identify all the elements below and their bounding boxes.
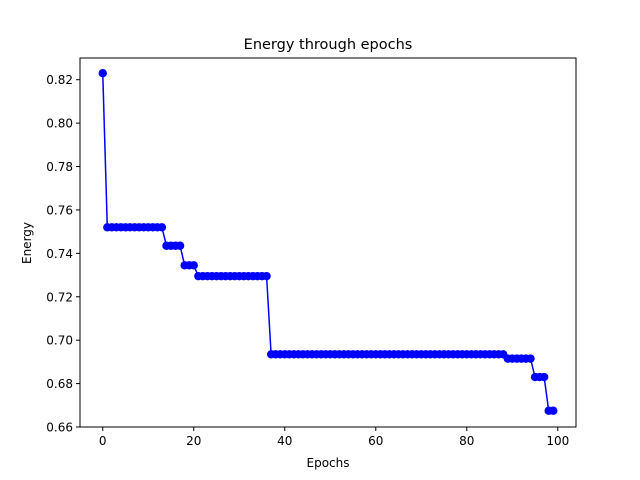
- data-point: [262, 271, 271, 281]
- x-axis: 0 20 40 60 80 100: [99, 427, 569, 448]
- x-tick-label: 80: [459, 434, 474, 448]
- x-tick-label: 20: [186, 434, 201, 448]
- y-tick-label: 0.74: [46, 247, 73, 261]
- data-point: [175, 241, 185, 250]
- data-point: [539, 372, 549, 382]
- y-axis: 0.66 0.68 0.70 0.72 0.74 0.76 0.78 0.80 0.82: [46, 73, 80, 435]
- x-tick-label: 60: [368, 434, 383, 448]
- x-tick-label: 40: [277, 434, 292, 448]
- chart-title: Energy through epochs: [244, 37, 413, 53]
- x-tick-label: 0: [99, 434, 107, 448]
- data-point: [189, 261, 198, 270]
- plot-area: [98, 68, 558, 415]
- data-point: [98, 68, 107, 78]
- data-point: [526, 354, 535, 363]
- data-point: [157, 223, 167, 232]
- y-tick-label: 0.66: [46, 421, 73, 435]
- x-axis-label: Epochs: [307, 456, 350, 470]
- y-axis-label: Energy: [20, 222, 34, 264]
- plot-frame: [79, 57, 577, 428]
- data-point: [549, 406, 558, 415]
- y-tick-label: 0.82: [46, 73, 73, 87]
- y-tick-label: 0.72: [46, 290, 73, 304]
- y-tick-label: 0.76: [46, 203, 73, 217]
- y-tick-label: 0.80: [46, 117, 73, 131]
- y-tick-label: 0.68: [46, 377, 73, 391]
- y-tick-label: 0.70: [46, 334, 73, 348]
- x-tick-label: 100: [546, 434, 569, 448]
- y-tick-label: 0.78: [46, 160, 73, 174]
